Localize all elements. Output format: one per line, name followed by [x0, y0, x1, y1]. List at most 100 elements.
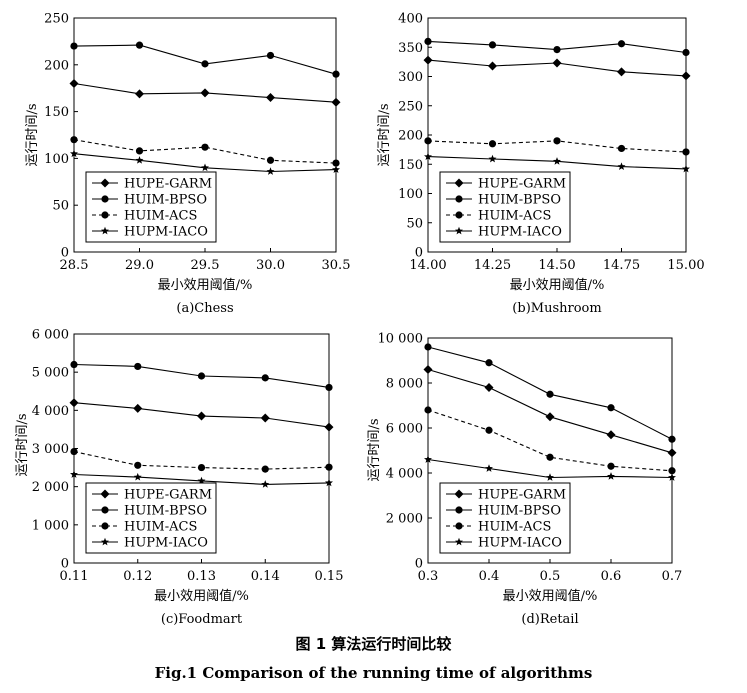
figure-caption-cn: 图 1 算法运行时间比较 [295, 635, 452, 653]
x-axis-label: 最小效用阈值/% [510, 277, 605, 293]
data-point [261, 480, 270, 488]
series-huim-acs [424, 137, 690, 156]
x-tick-label: 14.25 [474, 258, 511, 273]
y-tick-label: 5 000 [32, 366, 69, 381]
data-point [201, 60, 209, 68]
x-tick-label: 28.5 [60, 258, 89, 273]
x-axis-label: 最小效用阈值/% [503, 588, 598, 604]
data-point [133, 403, 143, 413]
data-point [201, 163, 209, 172]
data-point [424, 455, 432, 463]
y-tick-label: 0 [415, 557, 423, 572]
legend-marker [455, 211, 463, 219]
x-tick-label: 0.11 [60, 569, 89, 584]
x-axis-label: 最小效用阈值/% [158, 277, 253, 293]
series-line [73, 139, 337, 164]
data-point [682, 148, 690, 156]
x-tick-label: 0.4 [479, 569, 500, 584]
panel-subtitle: (a)Chess [176, 301, 233, 316]
series-huim-acs [424, 406, 676, 475]
data-point [545, 412, 555, 422]
comparison-figure: 0 50 100 150 200 250 28.5 29.0 29.5 30.0 30.5 最小效用阈… [15, 12, 705, 628]
data-point [324, 422, 334, 432]
y-axis-label: 运行时间/s [367, 418, 382, 481]
legend-marker [455, 506, 463, 514]
x-tick-label: 14.00 [409, 258, 446, 273]
data-point [70, 470, 78, 478]
data-point [682, 164, 690, 173]
data-point [135, 89, 144, 99]
data-point [332, 70, 340, 78]
data-point [325, 478, 333, 487]
y-tick-label: 300 [398, 70, 423, 85]
data-point [546, 453, 554, 461]
data-point [197, 372, 206, 380]
x-tick-label: 30.0 [256, 258, 285, 273]
data-point [485, 359, 493, 367]
data-point [424, 37, 432, 46]
data-point [325, 383, 333, 392]
chart-panel-2: 0 50 100 150 200 250 300 350 400 14.00 14.25 14.50 1… [377, 12, 705, 317]
legend-marker [454, 178, 464, 188]
y-tick-label: 8 000 [386, 377, 423, 392]
legend-label: HUPM-IACO [124, 225, 208, 240]
legend-label: HUIM-ACS [478, 209, 551, 224]
data-point [69, 79, 79, 89]
data-point [488, 140, 497, 148]
series-huim-bpso [70, 41, 340, 78]
y-tick-label: 6 000 [386, 422, 423, 437]
legend-label: HUIM-ACS [478, 520, 551, 535]
data-point [668, 473, 676, 481]
data-point [197, 463, 206, 472]
x-tick-label: 14.50 [538, 258, 575, 273]
series-hupm-iaco [424, 152, 690, 173]
data-point [424, 137, 432, 145]
data-point [266, 51, 275, 60]
x-tick-label: 14.75 [603, 258, 640, 273]
legend-marker [101, 522, 109, 530]
data-point [332, 165, 340, 174]
x-axis-label: 最小效用阈值/% [154, 588, 249, 604]
data-point [69, 398, 79, 408]
data-point [617, 67, 626, 77]
x-tick-label: 0.12 [123, 569, 152, 584]
y-tick-label: 4 000 [386, 467, 423, 482]
data-point [266, 156, 275, 164]
data-point [266, 93, 275, 103]
y-tick-label: 0 [61, 557, 69, 572]
data-point [546, 473, 554, 481]
data-point [134, 362, 142, 371]
data-point [200, 88, 210, 98]
legend-label: HUIM-BPSO [124, 193, 207, 208]
series-huim-bpso [70, 360, 333, 392]
series-hupm-iaco [70, 149, 340, 175]
x-tick-label: 0.7 [662, 569, 683, 584]
x-tick-label: 30.5 [322, 258, 351, 273]
data-point [331, 97, 341, 107]
data-point [667, 448, 677, 458]
y-tick-label: 100 [44, 152, 69, 167]
legend-marker [101, 211, 109, 219]
legend-label: HUPE-GARM [478, 488, 566, 503]
legend-marker [455, 522, 463, 530]
legend-marker [101, 506, 109, 514]
data-point [553, 45, 561, 54]
y-tick-label: 0 [415, 246, 423, 261]
y-tick-label: 3 000 [32, 442, 69, 457]
data-point [682, 48, 690, 57]
legend-label: HUIM-BPSO [124, 504, 207, 519]
legend-label: HUPE-GARM [124, 177, 212, 192]
data-point [617, 40, 626, 48]
y-tick-label: 2 000 [32, 480, 69, 495]
data-point [546, 390, 554, 398]
data-point [135, 156, 144, 164]
data-point [424, 152, 432, 161]
legend-marker [101, 226, 109, 235]
series-hupe-garm [69, 398, 334, 432]
legend-label: HUPE-GARM [478, 177, 566, 192]
x-tick-label: 0.6 [601, 569, 622, 584]
data-point [423, 55, 433, 65]
data-point [197, 476, 206, 485]
